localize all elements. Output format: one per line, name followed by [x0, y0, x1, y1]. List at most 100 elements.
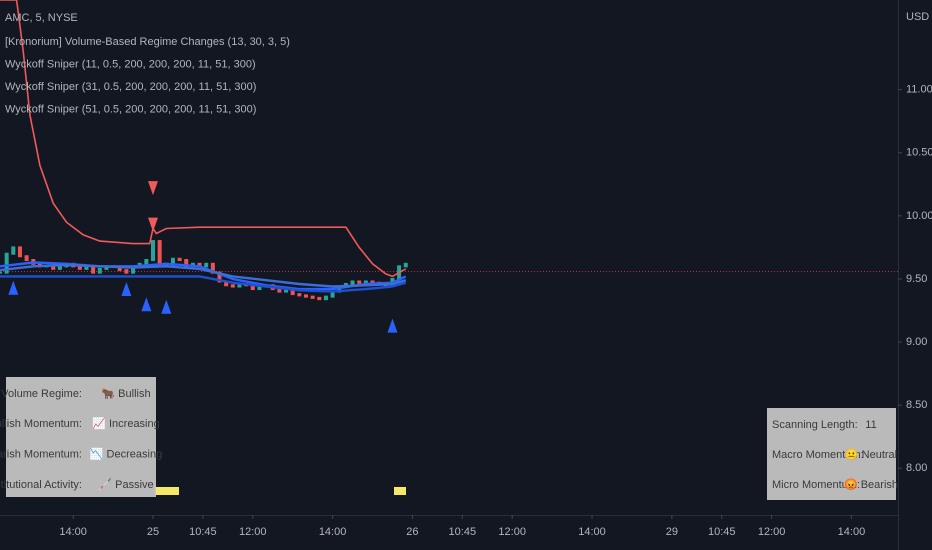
table-value: 📈 Increasing [92, 417, 160, 430]
candle [330, 290, 335, 298]
indicator-line [0, 0, 407, 278]
candle [17, 246, 22, 258]
table-bg [6, 377, 156, 497]
candle [170, 257, 175, 268]
signal-marker [121, 282, 132, 297]
candle [177, 257, 182, 262]
table-value: 😐 Neutral [845, 448, 897, 461]
x-tick-label: 26 [406, 526, 418, 538]
y-tick-label: 8.50 [906, 399, 927, 411]
x-tick-label: 14:00 [319, 526, 347, 538]
legend-item: Wyckoff Sniper (11, 0.5, 200, 200, 200, … [5, 58, 256, 70]
candle [164, 262, 169, 268]
candle [4, 252, 9, 274]
candle [210, 262, 215, 274]
table-value: 🦯 Passive [98, 478, 153, 491]
indicator-line [0, 263, 407, 288]
price-axis-label: USD [906, 11, 929, 23]
x-tick-label: 10:45 [449, 526, 477, 538]
candle [84, 265, 89, 270]
candle [230, 284, 235, 288]
candle [284, 289, 289, 293]
table-label: Macro Momentum: [772, 449, 864, 461]
indicator-line [0, 275, 407, 293]
candle [184, 259, 189, 268]
x-tick-label: 14:00 [838, 526, 866, 538]
candle [97, 267, 102, 274]
candle [237, 283, 242, 288]
candle [77, 265, 82, 270]
candle [91, 265, 96, 274]
signal-marker [147, 181, 158, 196]
candle [317, 296, 322, 301]
candle [290, 289, 295, 296]
candle [24, 255, 29, 262]
candle [303, 294, 308, 298]
status-table-left: Volume Regime: 🐂 Bullish Bullish Momentum:… [0, 377, 162, 497]
y-tick-label: 10.50 [906, 147, 932, 159]
status-table-right: Scanning Length: 11 Macro Momentum:😐 Neutr… [767, 408, 898, 500]
signal-marker [387, 318, 398, 333]
table-value: 11 [865, 419, 876, 431]
candle [197, 262, 202, 268]
x-tick-label: 25 [147, 526, 159, 538]
candle [131, 265, 136, 274]
candle [357, 280, 362, 284]
x-tick-label: 14:00 [59, 526, 87, 538]
y-tick-label: 11.00 [906, 84, 932, 96]
table-label: Institutional Activity: [0, 479, 82, 491]
y-tick-label: 9.00 [906, 336, 927, 348]
table-label: Volume Regime: [1, 388, 82, 400]
candle [0, 271, 2, 274]
y-tick-label: 9.50 [906, 273, 927, 285]
x-tick-label: 12:00 [239, 526, 267, 538]
marker-icon [155, 487, 179, 495]
signal-marker [141, 297, 152, 312]
candle [370, 280, 375, 284]
candle [217, 271, 222, 283]
table-value: 📉 Decreasing [90, 448, 162, 461]
x-tick-label: 12:00 [758, 526, 786, 538]
candle [124, 269, 129, 274]
signal-marker [161, 299, 172, 314]
candle [277, 288, 282, 293]
candle [297, 293, 302, 297]
legend-item: AMC, 5, NYSE [5, 12, 78, 24]
signal-marker [147, 217, 158, 232]
y-tick-label: 10.00 [906, 210, 932, 222]
candle [150, 240, 155, 262]
candle [363, 280, 368, 284]
candle [403, 262, 408, 268]
candle [204, 262, 209, 268]
legend-item: Wyckoff Sniper (31, 0.5, 200, 200, 200, … [5, 81, 256, 93]
x-tick-label: 29 [666, 526, 678, 538]
candle [51, 265, 56, 270]
table-label: Bearish Momentum: [0, 449, 82, 461]
candle [11, 246, 16, 255]
y-tick-label: 8.00 [906, 462, 927, 474]
candle [144, 259, 149, 265]
candle [350, 280, 355, 286]
candle [310, 295, 315, 299]
candle [57, 265, 62, 270]
candle [250, 284, 255, 291]
candle [224, 280, 229, 287]
x-tick-label: 10:45 [708, 526, 736, 538]
signal-marker [8, 280, 19, 295]
legend-item: [Kronorium] Volume-Based Regime Changes … [5, 36, 290, 48]
candle [157, 240, 162, 265]
table-value: 🐂 Bullish [101, 387, 150, 400]
table-label: Micro Momentum: [772, 479, 860, 491]
marker-icon [394, 487, 406, 495]
table-label: Bullish Momentum: [0, 418, 82, 430]
table-label: Scanning Length: [772, 419, 858, 431]
x-tick-label: 12:00 [498, 526, 526, 538]
x-tick-label: 14:00 [578, 526, 606, 538]
table-bg [767, 408, 896, 500]
x-tick-label: 10:45 [189, 526, 217, 538]
candle [257, 285, 262, 291]
legend-item: Wyckoff Sniper (51, 0.5, 200, 200, 200, … [5, 103, 256, 115]
table-value: 😡 Bearish [844, 478, 898, 491]
